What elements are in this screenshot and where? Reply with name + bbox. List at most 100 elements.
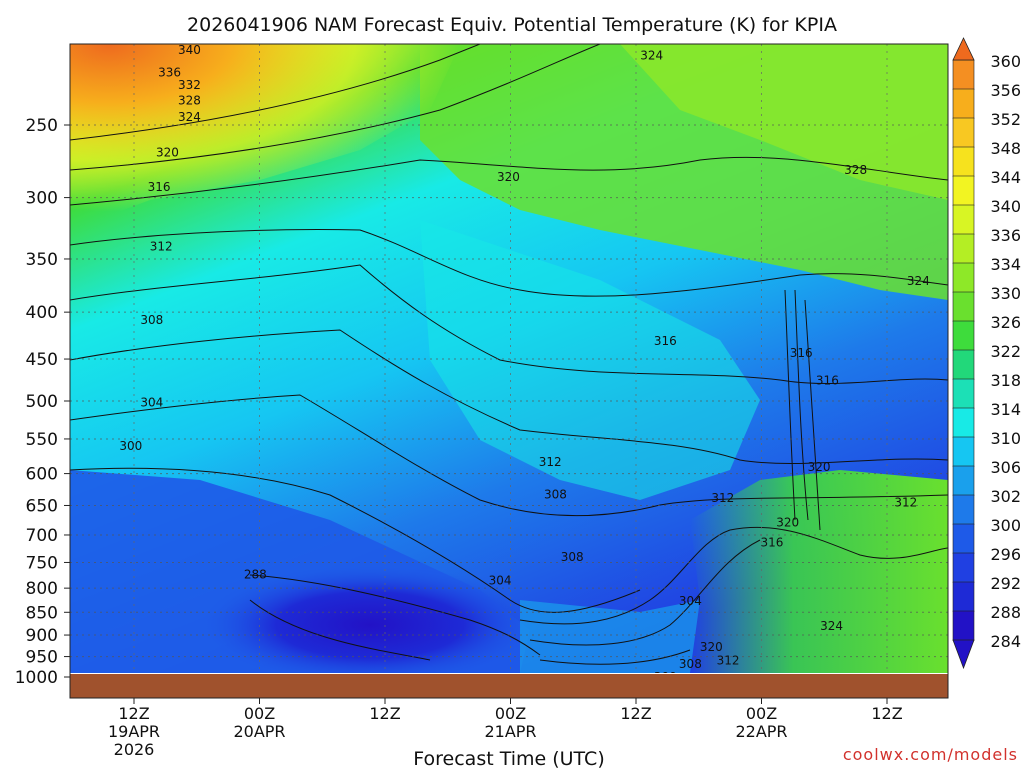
x-tick-date: 22APR bbox=[735, 722, 787, 741]
colorbar-label: 292 bbox=[990, 574, 1021, 593]
contour-label: 340 bbox=[178, 43, 201, 57]
contour-label-bg bbox=[157, 32, 182, 45]
x-tick-label: 12Z bbox=[369, 704, 400, 723]
contour-label: 324 bbox=[820, 619, 843, 633]
contour-label: 320 bbox=[156, 146, 179, 160]
contour-label: 288 bbox=[244, 567, 267, 581]
cold-pool bbox=[200, 565, 540, 673]
colorbar-swatch bbox=[952, 610, 975, 641]
contour-label: 316 bbox=[654, 334, 677, 348]
colorbar-swatch bbox=[952, 320, 975, 351]
colorbar-label: 310 bbox=[990, 429, 1021, 448]
colorbar-swatch bbox=[952, 146, 975, 177]
colorbar-swatch bbox=[952, 117, 975, 148]
colorbar-swatch bbox=[952, 233, 975, 264]
contour-label: 332 bbox=[178, 78, 201, 92]
y-tick-label: 300 bbox=[26, 189, 58, 209]
contour-label: 348 bbox=[138, 9, 161, 23]
contour-label: 308 bbox=[544, 487, 567, 501]
colorbar-label: 284 bbox=[990, 632, 1021, 651]
pressure-gridlines bbox=[70, 124, 948, 658]
upper-mid-green-region bbox=[620, 44, 948, 200]
colorbar-label: 296 bbox=[990, 545, 1021, 564]
x-tick-date: 20APR bbox=[233, 722, 285, 741]
colorbar-swatch bbox=[952, 262, 975, 293]
colorbar-label: 352 bbox=[990, 110, 1021, 129]
contour-label: 308 bbox=[679, 657, 702, 671]
contour-label: 324 bbox=[178, 110, 201, 124]
colorbar-swatch bbox=[952, 59, 975, 90]
y-tick-label: 650 bbox=[26, 496, 58, 516]
contour-label: 300 bbox=[119, 439, 142, 453]
colorbar-swatch bbox=[952, 378, 975, 409]
plot-frame bbox=[69, 43, 949, 699]
colorbar-label: 326 bbox=[990, 313, 1021, 332]
contour-label: 304 bbox=[679, 594, 702, 608]
y-tick-label: 400 bbox=[26, 303, 58, 323]
x-tick-label: 00Z bbox=[746, 704, 777, 723]
site-credit: coolwx.com/models bbox=[843, 745, 1018, 764]
colorbar-swatch bbox=[952, 407, 975, 438]
contour-label: 320 bbox=[497, 170, 520, 184]
colorbar-swatch bbox=[952, 88, 975, 119]
contour-label: 312 bbox=[150, 239, 173, 253]
colorbar-swatch bbox=[952, 349, 975, 380]
y-axis: 250 300 350 400 450 500 550 600 650 700 750 800 850 9… bbox=[15, 116, 70, 688]
contour-label: 324 bbox=[640, 49, 663, 63]
colorbar-label: 344 bbox=[990, 168, 1021, 187]
y-tick-label: 550 bbox=[26, 430, 58, 450]
colorbar-swatch bbox=[952, 581, 975, 612]
colorbar-swatch bbox=[952, 291, 975, 322]
contour-label: 312 bbox=[539, 455, 562, 469]
colorbar-bottom-arrow bbox=[952, 639, 975, 670]
warm-upper-left-region bbox=[70, 44, 460, 230]
colorbar-label: 360 bbox=[990, 52, 1021, 71]
colorbar-label: 322 bbox=[990, 342, 1021, 361]
y-tick-label: 750 bbox=[26, 553, 58, 573]
colorbar-label: 306 bbox=[990, 458, 1021, 477]
colorbar-label: 340 bbox=[990, 197, 1021, 216]
colorbar-label: 302 bbox=[990, 487, 1021, 506]
colorbar-label: 330 bbox=[990, 284, 1021, 303]
x-tick-label: 12Z bbox=[871, 704, 902, 723]
contour-label-bg bbox=[665, 0, 690, 10]
colorbar-swatch bbox=[952, 204, 975, 235]
contour-label: 304 bbox=[489, 574, 512, 588]
contour-label: 344 bbox=[158, 33, 181, 47]
contour-label: 300 bbox=[654, 670, 677, 684]
colorbar-label: 314 bbox=[990, 400, 1021, 419]
colorbar-swatch bbox=[952, 523, 975, 554]
colorbar-top-arrow bbox=[952, 37, 975, 61]
y-tick-label: 450 bbox=[26, 350, 58, 370]
contour-label: 328 bbox=[666, 0, 689, 12]
lower-right-green-region bbox=[690, 470, 948, 673]
x-tick-label: 12Z bbox=[620, 704, 651, 723]
colorbar-swatch bbox=[952, 436, 975, 467]
colorbar-label: 300 bbox=[990, 516, 1021, 535]
contour-label: 320 bbox=[808, 460, 831, 474]
y-tick-label: 250 bbox=[26, 116, 58, 136]
contour-label-bg bbox=[137, 8, 162, 21]
x-tick-year: 2026 bbox=[114, 740, 155, 759]
contour-label: 304 bbox=[140, 396, 163, 410]
colorbar-swatch bbox=[952, 465, 975, 496]
x-tick-date: 19APR bbox=[108, 722, 160, 741]
colorbar-swatch bbox=[952, 494, 975, 525]
colorbar: 360 356 352 348 344 340 336 334 330 326 322 318 314 3… bbox=[952, 37, 1021, 670]
y-tick-label: 850 bbox=[26, 603, 58, 623]
colorbar-swatch bbox=[952, 175, 975, 206]
ground-surface bbox=[70, 674, 948, 698]
contour-label: 320 bbox=[776, 515, 799, 529]
colorbar-label: 348 bbox=[990, 139, 1021, 158]
y-tick-label: 900 bbox=[26, 626, 58, 646]
x-tick-label: 00Z bbox=[495, 704, 526, 723]
mid-cyan-region bbox=[420, 220, 760, 500]
contour-label: 312 bbox=[711, 491, 734, 505]
contour-label: 312 bbox=[894, 495, 917, 509]
y-tick-label: 600 bbox=[26, 465, 58, 485]
colorbar-label: 318 bbox=[990, 371, 1021, 390]
contour-label: 312 bbox=[717, 654, 740, 668]
y-tick-label: 700 bbox=[26, 526, 58, 546]
